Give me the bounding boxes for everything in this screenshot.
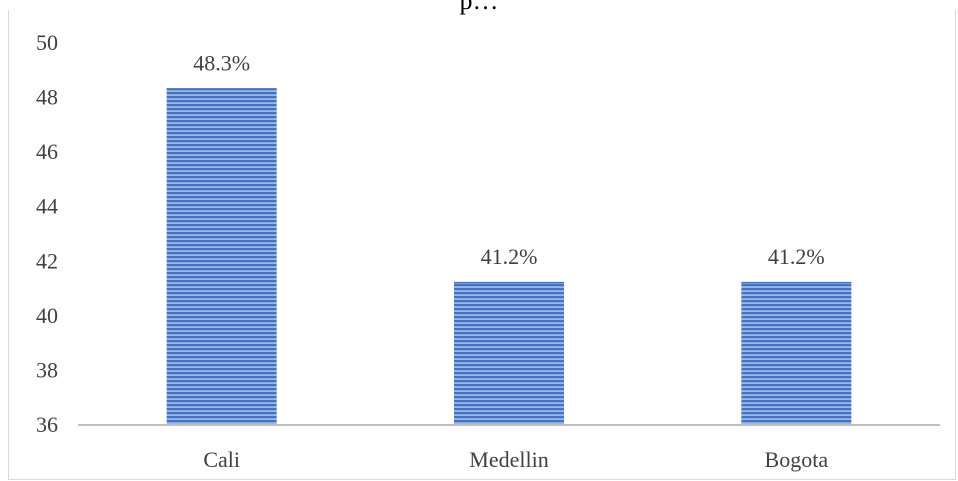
data-labels: 48.3% 41.2% 41.2% [193,50,824,269]
x-tick-label: Bogota [765,447,829,472]
data-label: 41.2% [768,244,825,269]
bar-medellin [454,282,564,424]
bar-bogota [741,282,852,424]
y-tick-label: 48 [36,85,58,110]
x-axis-labels: Cali Medellin Bogota [203,447,828,472]
y-tick-label: 38 [36,357,58,382]
x-tick-label: Medellin [469,447,548,472]
y-tick-label: 50 [36,30,58,55]
y-tick-label: 36 [36,412,58,437]
y-axis-ticks: 36 38 40 42 44 46 48 50 [36,30,58,437]
chart-frame [8,10,956,480]
y-tick-label: 42 [36,248,58,273]
bar-cali [166,88,277,424]
data-label: 48.3% [193,50,250,75]
x-tick-label: Cali [203,447,240,472]
chart-title: p… [459,0,499,15]
y-tick-label: 46 [36,139,58,164]
y-tick-label: 40 [36,303,58,328]
bars [166,88,852,424]
data-label: 41.2% [481,244,538,269]
y-tick-label: 44 [36,194,58,219]
